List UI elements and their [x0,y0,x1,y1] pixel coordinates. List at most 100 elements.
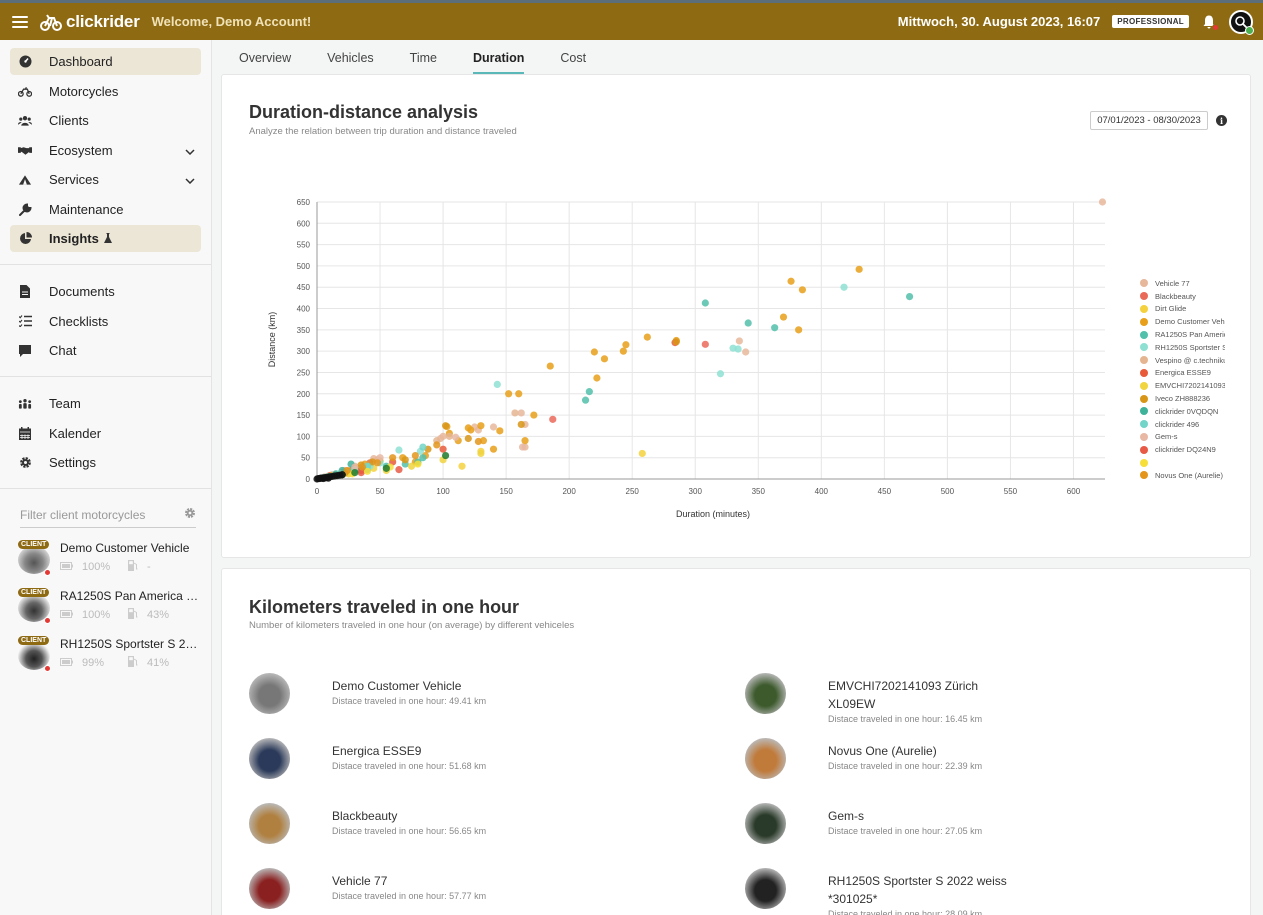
legend-item[interactable]: Demo Customer Vehicle [1140,315,1225,328]
date-range-input[interactable]: 07/01/2023 - 08/30/2023 [1090,111,1208,130]
logo-icon [40,13,62,31]
sidebar-item-kalender[interactable]: Kalender [10,420,201,447]
chevron-down-icon[interactable] [185,143,195,158]
scatter-point [701,340,709,348]
scatter-point [445,432,453,440]
legend-item[interactable]: clickrider 496 [1140,418,1225,431]
tab-time[interactable]: Time [409,51,437,65]
tab-cost[interactable]: Cost [560,51,587,65]
legend-item[interactable]: RA1250S Pan America 2022 [1140,328,1225,341]
client-item[interactable]: CLIENT RH1250S Sportster S 2022 weiss 99… [0,634,211,682]
app-logo[interactable]: clickrider [40,12,140,32]
legend-item[interactable]: Dirt Glide [1140,303,1225,316]
sidebar-item-documents[interactable]: Documents [10,278,201,305]
scatter-point [407,462,416,470]
filter-client-motorcycles-input[interactable] [20,507,184,522]
legend-item[interactable]: RH1250S Sportster S 2022 weiss [1140,341,1225,354]
scatter-point [787,277,795,285]
tab-overview[interactable]: Overview [239,51,292,65]
scatter-point [382,464,390,472]
legend-item[interactable]: Iveco ZH888236 [1140,392,1225,405]
legend-item[interactable]: Vehicle 77 [1140,277,1225,290]
vehicle-km-desc: Distace traveled in one hour: 27.05 km [828,826,983,836]
legend-label: RH1250S Sportster S 2022 weiss [1155,342,1225,352]
tab-duration[interactable]: Duration [472,51,525,74]
legend-swatch [1140,368,1148,377]
sidebar-item-motorcycles[interactable]: Motorcycles [10,78,201,105]
sidebar-item-maintenance[interactable]: Maintenance [10,196,201,223]
vehicle-km-item[interactable]: Gem-s Distace traveled in one hour: 27.05… [745,803,1028,844]
legend-item[interactable]: Blackbeauty [1140,290,1225,303]
legend-item[interactable]: EMVCHI7202141093 Zürich XL09EW [1140,379,1225,392]
chevron-down-icon[interactable] [185,172,195,187]
sidebar-item-clients[interactable]: Clients [10,107,201,134]
scatter-point [638,449,646,458]
legend-item[interactable]: Vespino @ c.technikum [1140,354,1225,367]
legend-item[interactable]: clickrider 0VQDQN [1140,405,1225,418]
main-content: Overview Vehicles Time Duration Cost Dur… [212,40,1263,915]
legend-item[interactable]: Novus One (Aurelie) [1140,469,1225,482]
tent-icon [18,173,32,187]
sidebar-item-dashboard[interactable]: Dashboard [10,48,201,75]
sidebar-item-team[interactable]: Team [10,390,201,417]
sidebar-item-label: Checklists [49,313,109,329]
notification-bell-icon[interactable] [1201,14,1219,31]
scatter-point [439,432,447,440]
vehicle-km-item[interactable]: EMVCHI7202141093 Zürich XL09EW Distace tr… [745,673,1028,724]
sidebar-item-checklists[interactable]: Checklists [10,308,201,335]
sidebar-item-settings[interactable]: Settings [10,449,201,476]
sidebar-item-insights[interactable]: Insights [10,225,201,252]
vehicle-km-item[interactable]: Energica ESSE9 Distace traveled in one ho… [249,738,532,779]
sidebar-item-label: Maintenance [49,201,124,217]
sidebar-item-chat[interactable]: Chat [10,337,201,364]
legend-label: clickrider 496 [1155,419,1200,429]
vehicle-km-item[interactable]: Demo Customer Vehicle Distace traveled in… [249,673,532,714]
battery-icon [60,561,73,573]
vehicle-avatar [745,803,786,844]
legend-item[interactable]: Energica ESSE9 [1140,367,1225,380]
x-tick-label: 100 [436,487,450,496]
scatter-point [798,286,807,294]
client-item[interactable]: CLIENT Demo Customer Vehicle 100% - [0,538,211,586]
vehicle-km-item[interactable]: Blackbeauty Distace traveled in one hour:… [249,803,532,844]
scatter-point [358,463,366,471]
sidebar-item-ecosystem[interactable]: Ecosystem [10,137,201,164]
legend-swatch [1140,330,1148,339]
x-tick-label: 600 [1067,487,1081,496]
legend-swatch [1140,445,1148,454]
scatter-point [314,474,322,483]
menu-icon[interactable] [12,15,28,28]
vehicle-km-desc: Distace traveled in one hour: 51.68 km [332,761,487,771]
current-datetime: Mittwoch, 30. August 2023, 16:07 [897,14,1101,29]
gear-icon[interactable] [184,506,196,524]
legend-item[interactable] [1140,456,1225,469]
client-item[interactable]: CLIENT RA1250S Pan America 2022 100% 43% [0,586,211,634]
legend-label: Energica ESSE9 [1155,368,1211,378]
sidebar-divider [0,488,211,489]
legend-item[interactable]: clickrider DQ24N9 [1140,443,1225,456]
fuel-level: - [147,561,151,573]
vehicle-avatar [249,673,290,714]
fuel-icon [128,656,138,670]
legend-item[interactable]: Gem-s [1140,431,1225,444]
scatter-point [716,370,725,378]
gear-icon [18,456,32,470]
scatter-point [517,409,525,417]
document-icon [18,285,32,299]
vehicle-km-item[interactable]: Vehicle 77 Distace traveled in one hour: … [249,868,532,909]
battery-icon [60,609,73,621]
battery-icon [60,657,73,669]
legend-label: clickrider 0VQDQN [1155,406,1219,416]
vehicle-km-item[interactable]: Novus One (Aurelie) Distace traveled in o… [745,738,1028,779]
duration-distance-scatter-chart: 0 50 100 150 200 250 300 350 400 450 500 550 600 0 50 1… [267,198,1107,519]
scatter-point [477,449,485,458]
legend-swatch [1140,356,1148,365]
sidebar-item-services[interactable]: Services [10,166,201,193]
user-avatar[interactable] [1229,9,1254,35]
tab-vehicles[interactable]: Vehicles [327,51,374,65]
info-icon[interactable]: i [1216,115,1227,126]
chat-icon [18,344,32,358]
vehicle-km-item[interactable]: RH1250S Sportster S 2022 weiss *301025* D… [745,868,1028,915]
scatter-point [518,443,527,451]
sidebar-item-label: Insights [49,231,99,246]
